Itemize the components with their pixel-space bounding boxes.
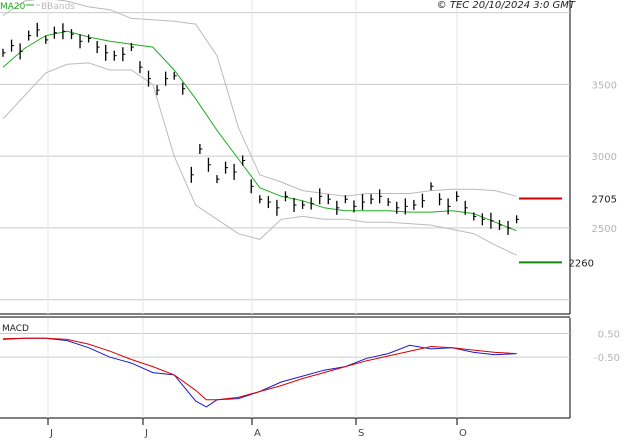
- price-grid: 2500 3000 3500: [0, 0, 617, 314]
- macd-grid: 0.50 -0.50: [0, 318, 620, 418]
- x-axis-month-label: S: [358, 428, 364, 439]
- price-y-tick-label: 3000: [592, 152, 617, 163]
- x-axis-month-label: J: [49, 428, 53, 439]
- copyright-text: © TEC 20/10/2024 3:0 GMT: [437, 0, 576, 11]
- price-y-tick-label: 3500: [592, 80, 617, 91]
- macd-line: [2, 337, 517, 408]
- macd-series: [2, 337, 517, 408]
- support-level-label: 2260: [569, 258, 594, 269]
- price-levels: 2705 2260: [519, 194, 617, 269]
- legend-bbands-label: BBands: [41, 2, 75, 12]
- resistance-level-label: 2705: [592, 194, 617, 205]
- legend-ma20-label: MA20: [0, 2, 26, 12]
- bbands-lower-line: [2, 62, 517, 256]
- macd-y-tick-label: 0.50: [598, 329, 620, 340]
- bbands-upper-line: [2, 0, 517, 197]
- macd-y-tick-label: -0.50: [594, 353, 620, 364]
- macd-panel-title: MACD: [2, 324, 29, 334]
- price-y-tick-label: 2500: [592, 224, 617, 235]
- x-axis-month-label: A: [254, 428, 261, 439]
- x-axis-month-label: O: [459, 428, 467, 439]
- x-axis-month-label: J: [144, 428, 148, 439]
- price-series: [2, 0, 520, 256]
- legend: MA20 BBands: [0, 2, 75, 12]
- signal-line: [2, 337, 517, 401]
